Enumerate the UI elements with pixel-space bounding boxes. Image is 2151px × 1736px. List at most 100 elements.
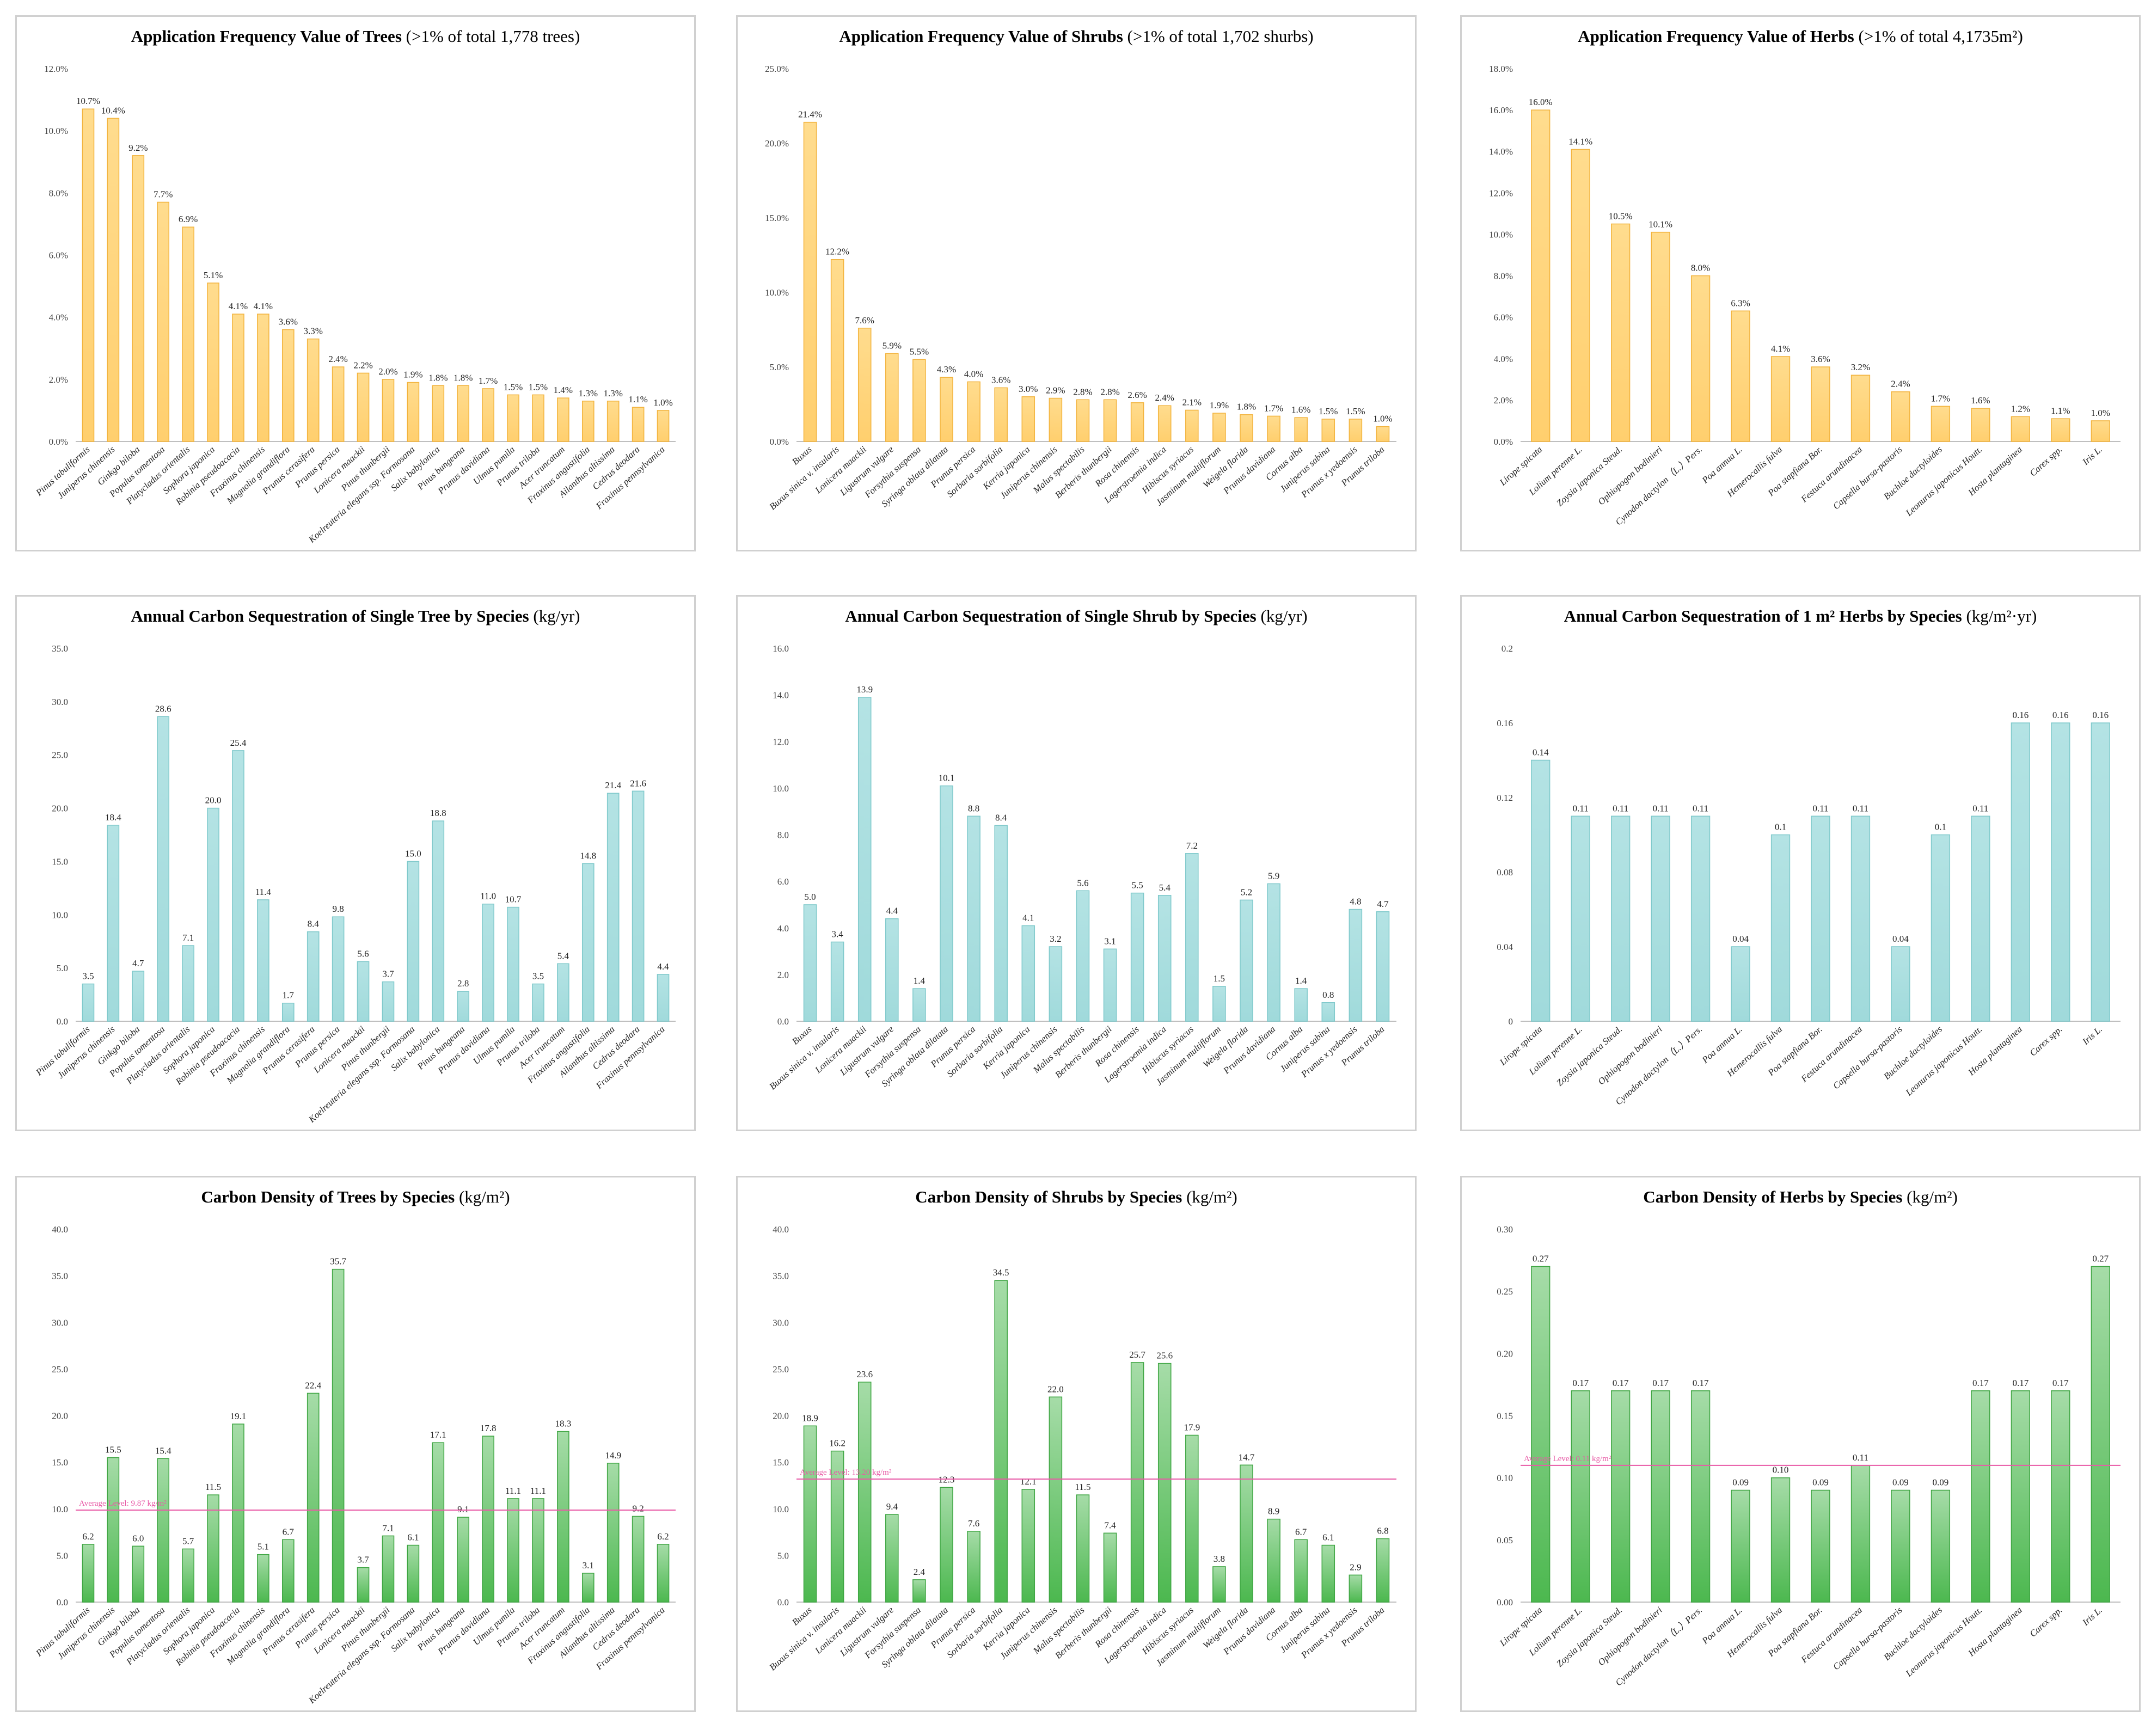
- data-label: 0.11: [1613, 803, 1628, 813]
- bar: [657, 974, 670, 1022]
- data-label: 5.9%: [883, 340, 902, 351]
- data-label: 2.4%: [1891, 379, 1910, 389]
- data-label: 0.14: [1533, 747, 1549, 758]
- bar: [857, 1382, 872, 1603]
- bar: [1690, 275, 1711, 442]
- data-label: 22.4: [305, 1380, 321, 1390]
- bar: [1811, 1489, 1830, 1603]
- bar: [1811, 366, 1830, 442]
- bar: [1651, 231, 1670, 442]
- y-tick-label: 0.0%: [49, 437, 68, 447]
- y-tick-label: 2.0%: [49, 375, 68, 385]
- chart-title: Application Frequency Value of Trees (>1…: [131, 27, 580, 46]
- bar: [1891, 391, 1910, 442]
- y-tick-label: 20.0: [52, 803, 68, 814]
- bar: [2091, 420, 2110, 442]
- data-label: 0.1: [1775, 822, 1786, 832]
- bar: [182, 226, 194, 442]
- bar: [1931, 1489, 1951, 1603]
- bar: [1076, 890, 1090, 1022]
- data-label: 4.1%: [254, 301, 273, 311]
- data-label: 5.5: [1132, 880, 1143, 891]
- y-tick-label: 30.0: [773, 1317, 789, 1328]
- data-label: 1.2%: [2011, 403, 2030, 414]
- bar: [1212, 986, 1226, 1022]
- bar: [307, 338, 320, 442]
- bar: [1376, 426, 1390, 442]
- category-label: Capsella bursa-pastoris: [1831, 444, 1904, 512]
- y-tick-label: 0.04: [1497, 942, 1513, 952]
- data-label: 4.1%: [1771, 343, 1790, 354]
- y-tick-label: 10.0%: [44, 126, 68, 136]
- bar: [1157, 405, 1172, 442]
- bar: [1349, 419, 1363, 442]
- y-tick-label: 10.0: [52, 910, 68, 920]
- bar: [940, 1487, 953, 1603]
- bar: [507, 1498, 519, 1603]
- y-tick-label: 40.0: [773, 1224, 789, 1235]
- category-label: Buxus: [790, 1024, 814, 1047]
- bar: [207, 807, 219, 1022]
- bar: [1971, 1390, 1990, 1603]
- bar: [1157, 1363, 1172, 1603]
- y-tick-label: 25.0: [52, 750, 68, 760]
- data-label: 2.8%: [1073, 387, 1092, 397]
- bar: [912, 988, 926, 1022]
- bar: [2011, 722, 2030, 1022]
- data-label: 1.9%: [403, 370, 422, 380]
- category-label: Iris L.: [2080, 444, 2104, 468]
- data-label: 3.1: [583, 1560, 594, 1571]
- data-label: 0.1: [1935, 822, 1946, 832]
- bar: [407, 382, 420, 442]
- category-label: Buxus: [790, 1605, 814, 1628]
- chart-title: Annual Carbon Sequestration of 1 m² Herb…: [1564, 606, 2037, 625]
- data-label: 5.1%: [204, 270, 223, 280]
- chart-panel-herb-frequency: Application Frequency Value of Herbs (>1…: [1460, 15, 2141, 551]
- data-label: 3.4: [832, 929, 844, 939]
- data-label: 15.0: [405, 848, 421, 858]
- data-label: 11.0: [480, 891, 496, 901]
- data-label: 6.9%: [179, 214, 198, 224]
- bar: [1770, 1477, 1791, 1603]
- bar: [967, 1531, 980, 1603]
- bar: [1049, 1396, 1063, 1603]
- data-label: 1.5%: [1346, 406, 1365, 416]
- bar: [2091, 1266, 2110, 1603]
- data-label: 3.3%: [303, 326, 322, 336]
- data-label: 21.4: [605, 780, 621, 790]
- data-label: 10.1: [939, 773, 955, 783]
- bar: [1212, 1566, 1226, 1603]
- data-label: 0.16: [2092, 710, 2109, 720]
- data-label: 1.6%: [1971, 395, 1990, 406]
- bar: [232, 1424, 244, 1603]
- data-label: 6.7: [283, 1526, 295, 1537]
- data-label: 0.09: [1732, 1477, 1749, 1488]
- data-label: 4.8: [1350, 897, 1361, 907]
- bar: [1049, 946, 1063, 1022]
- bar: [382, 379, 395, 442]
- bar: [1931, 406, 1951, 442]
- bar: [457, 991, 470, 1022]
- data-label: 10.7%: [76, 96, 100, 106]
- y-tick-label: 0.15: [1497, 1411, 1513, 1421]
- data-label: 5.4: [557, 950, 569, 961]
- bar: [1240, 899, 1253, 1022]
- bar: [632, 407, 645, 442]
- bar: [107, 1457, 120, 1603]
- bar: [1049, 397, 1063, 442]
- y-tick-label: 5.0%: [770, 362, 789, 372]
- data-label: 3.6%: [1811, 354, 1830, 364]
- data-label: 5.5%: [910, 346, 929, 357]
- data-label: 25.6: [1156, 1351, 1173, 1361]
- bar: [1531, 1266, 1551, 1603]
- y-tick-label: 0.30: [1497, 1224, 1513, 1235]
- bar: [532, 983, 544, 1022]
- bar: [382, 1535, 395, 1603]
- data-label: 0.27: [2092, 1254, 2109, 1264]
- data-label: 13.9: [856, 684, 873, 695]
- y-tick-label: 35.0: [52, 643, 68, 654]
- bar: [332, 916, 345, 1022]
- data-label: 21.6: [630, 778, 646, 788]
- bar: [830, 1450, 844, 1603]
- category-label: Leonurus japonicus Houtt.: [1903, 1024, 1984, 1098]
